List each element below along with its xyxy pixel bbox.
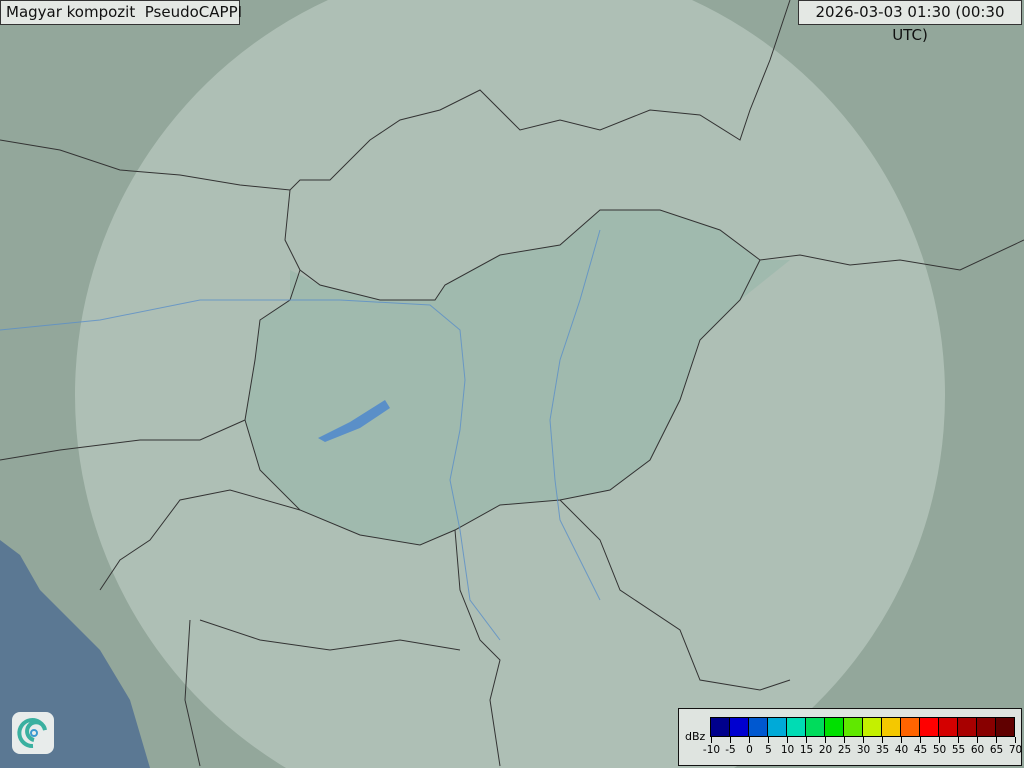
tick-label: 5 — [765, 744, 772, 756]
tick-mark — [710, 737, 712, 743]
tick-label: 25 — [837, 744, 852, 756]
tick-label: 20 — [818, 744, 833, 756]
tick-label: 15 — [799, 744, 814, 756]
lake-balaton — [318, 400, 390, 442]
tick-label: 65 — [989, 744, 1004, 756]
tick-mark — [824, 737, 826, 743]
tick-mark — [786, 737, 788, 743]
color-cell — [977, 718, 996, 736]
tick-label: 45 — [913, 744, 928, 756]
tick-label: -10 — [702, 744, 721, 756]
tick-label: -5 — [725, 744, 736, 756]
color-cell — [825, 718, 844, 736]
tick-label: 10 — [780, 744, 795, 756]
swirl-logo-icon — [12, 712, 54, 754]
tick-mark — [1014, 737, 1016, 743]
tick-label: 0 — [746, 744, 753, 756]
tick-mark — [957, 737, 959, 743]
color-cell — [901, 718, 920, 736]
tick-mark — [976, 737, 978, 743]
tick-mark — [843, 737, 845, 743]
timestamp: 2026-03-03 01:30 (00:30 UTC) — [798, 0, 1022, 44]
color-cell — [996, 718, 1014, 736]
color-cell — [711, 718, 730, 736]
adriatic-sea — [0, 540, 150, 768]
rivers — [0, 229, 601, 641]
legend-unit: dBz — [685, 730, 706, 743]
scale-ticks: -10 -5 0 5 10 15 20 25 30 35 40 45 50 55 60 65 70 — [703, 737, 1022, 761]
color-cell — [939, 718, 958, 736]
color-cell — [768, 718, 787, 736]
color-cell — [882, 718, 901, 736]
color-cell — [958, 718, 977, 736]
color-cell — [844, 718, 863, 736]
tick-mark — [748, 737, 750, 743]
color-cell — [806, 718, 825, 736]
tick-label: 60 — [970, 744, 985, 756]
tick-mark — [919, 737, 921, 743]
tick-label: 70 — [1008, 744, 1023, 756]
tick-label: 55 — [951, 744, 966, 756]
product-title: Magyar kompozit PseudoCAPPI — [0, 0, 242, 25]
tick-mark — [995, 737, 997, 743]
hungary-area — [245, 210, 790, 545]
tick-mark — [900, 737, 902, 743]
color-scale-bar — [710, 717, 1015, 737]
tick-label: 35 — [875, 744, 890, 756]
tick-mark — [938, 737, 940, 743]
tick-mark — [881, 737, 883, 743]
dbz-legend: dBz -10 -5 0 5 10 15 20 25 30 35 40 45 50 55 60 65 70 — [678, 708, 1022, 766]
tick-label: 50 — [932, 744, 947, 756]
color-cell — [787, 718, 806, 736]
color-cell — [863, 718, 882, 736]
color-cell — [749, 718, 768, 736]
tick-label: 30 — [856, 744, 871, 756]
tick-label: 40 — [894, 744, 909, 756]
tick-mark — [862, 737, 864, 743]
tick-mark — [729, 737, 731, 743]
tick-mark — [767, 737, 769, 743]
color-cell — [730, 718, 749, 736]
tick-mark — [805, 737, 807, 743]
color-cell — [920, 718, 939, 736]
